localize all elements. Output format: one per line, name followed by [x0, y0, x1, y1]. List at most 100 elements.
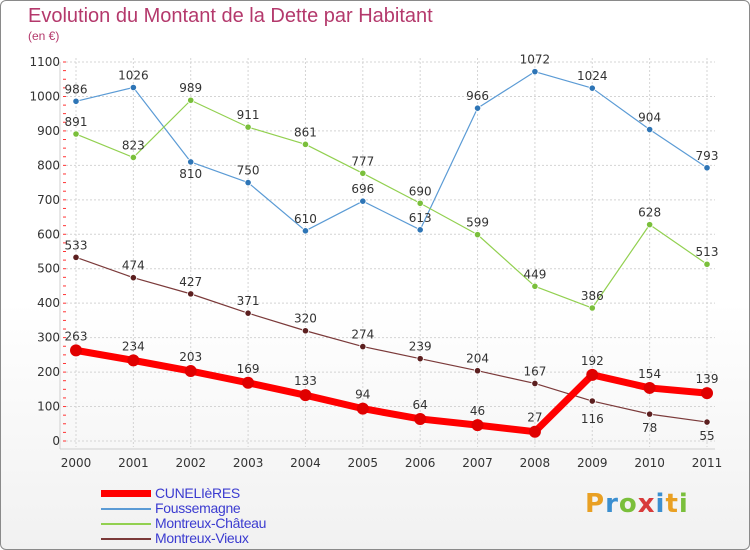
data-point — [703, 164, 711, 172]
data-point — [301, 227, 310, 235]
data-label: 203 — [179, 350, 202, 364]
chart-unit-subtitle: (en €) — [28, 29, 60, 43]
data-point — [588, 397, 596, 405]
data-point — [359, 197, 367, 205]
data-label: 274 — [351, 328, 374, 342]
data-point — [359, 342, 367, 351]
data-point — [184, 365, 197, 378]
data-point — [299, 389, 312, 402]
data-point — [242, 376, 255, 389]
series-line — [75, 71, 708, 232]
legend-swatch — [101, 490, 151, 497]
x-tick-label: 2002 — [175, 456, 206, 470]
proxiti-logo: Proxiti — [585, 489, 689, 519]
data-point — [416, 199, 424, 207]
x-tick-label: 2001 — [118, 456, 149, 470]
data-point — [473, 104, 482, 112]
data-point — [701, 387, 713, 400]
x-tick-label: 2011 — [692, 456, 723, 470]
data-label: 386 — [581, 289, 604, 303]
logo-letter: i — [655, 489, 666, 519]
data-point — [703, 260, 711, 268]
data-label: 169 — [237, 362, 260, 376]
series-line — [75, 99, 708, 309]
data-label: 599 — [466, 216, 489, 230]
y-tick-label: 600 — [37, 227, 60, 241]
data-label: 989 — [179, 81, 202, 95]
data-label: 986 — [65, 82, 88, 96]
data-label: 533 — [65, 238, 88, 252]
legend-label: CUNELIèRES — [155, 485, 240, 501]
data-label: 27 — [527, 411, 542, 425]
data-point — [187, 290, 195, 298]
data-point — [588, 304, 596, 312]
x-tick-label: 2007 — [462, 456, 493, 470]
data-point — [187, 96, 195, 104]
data-label: 474 — [122, 259, 145, 273]
y-tick-label: 200 — [37, 365, 60, 379]
data-point — [586, 368, 599, 381]
logo-letter: o — [618, 489, 638, 519]
data-label: 204 — [466, 352, 489, 366]
y-tick-label: 400 — [37, 296, 60, 310]
data-label: 904 — [638, 111, 661, 125]
series-cuneli-res: 263 234 203 169 133 94 64 46 27 192 154 139 — [65, 329, 718, 438]
data-point — [187, 158, 195, 166]
y-tick-label: 900 — [37, 124, 60, 138]
data-label: 116 — [581, 412, 604, 426]
data-label: 46 — [470, 404, 485, 418]
data-label: 628 — [638, 206, 661, 220]
y-tick-label: 1100 — [29, 55, 60, 69]
data-point — [531, 68, 539, 76]
data-label: 263 — [65, 329, 88, 343]
y-tick-label: 700 — [37, 193, 60, 207]
x-tick-label: 2003 — [233, 456, 264, 470]
data-label: 823 — [122, 138, 145, 152]
data-point — [416, 226, 424, 234]
data-label: 513 — [696, 245, 719, 259]
data-point — [244, 178, 252, 187]
series-foussemagne: 986 1026 810 750 610 696 613 966 1072 1024 904 793 — [65, 53, 718, 235]
x-tick-label: 2000 — [61, 456, 92, 470]
series-line — [75, 256, 708, 423]
data-point — [588, 84, 596, 92]
legend-label: Montreux-Château — [155, 515, 267, 531]
logo-letter: i — [678, 489, 689, 519]
legend-label: Montreux-Vieux — [155, 530, 249, 546]
data-label: 167 — [523, 364, 546, 378]
data-label: 1026 — [118, 68, 149, 82]
data-point — [471, 419, 484, 432]
data-point — [531, 379, 539, 388]
data-label: 94 — [355, 388, 370, 402]
data-label: 427 — [179, 275, 202, 289]
logo-letter: P — [585, 489, 606, 519]
data-label: 239 — [409, 340, 432, 354]
data-label: 613 — [409, 211, 432, 225]
data-label: 371 — [237, 294, 260, 308]
data-point — [127, 354, 140, 367]
data-label: 810 — [179, 167, 202, 181]
data-label: 966 — [466, 89, 489, 103]
x-tick-label: 2008 — [520, 456, 551, 470]
data-point — [359, 169, 367, 177]
data-label: 690 — [409, 184, 432, 198]
data-label: 64 — [413, 398, 428, 412]
logo-letter: r — [605, 489, 619, 519]
data-point — [301, 140, 310, 148]
data-point — [473, 231, 482, 239]
data-point — [531, 282, 539, 290]
series-montreux-ch-teau: 891 823 989 911 861 777 690 599 449 386 628 513 — [65, 81, 719, 312]
data-point — [528, 425, 541, 438]
data-label: 449 — [523, 267, 546, 281]
logo-letter: t — [665, 489, 679, 519]
y-tick-label: 0 — [52, 434, 60, 448]
data-point — [416, 355, 424, 363]
data-label: 610 — [294, 212, 317, 226]
series-line — [72, 346, 711, 436]
data-point — [301, 327, 310, 335]
data-point — [414, 412, 427, 425]
data-label: 750 — [237, 164, 260, 178]
data-point — [473, 367, 482, 375]
